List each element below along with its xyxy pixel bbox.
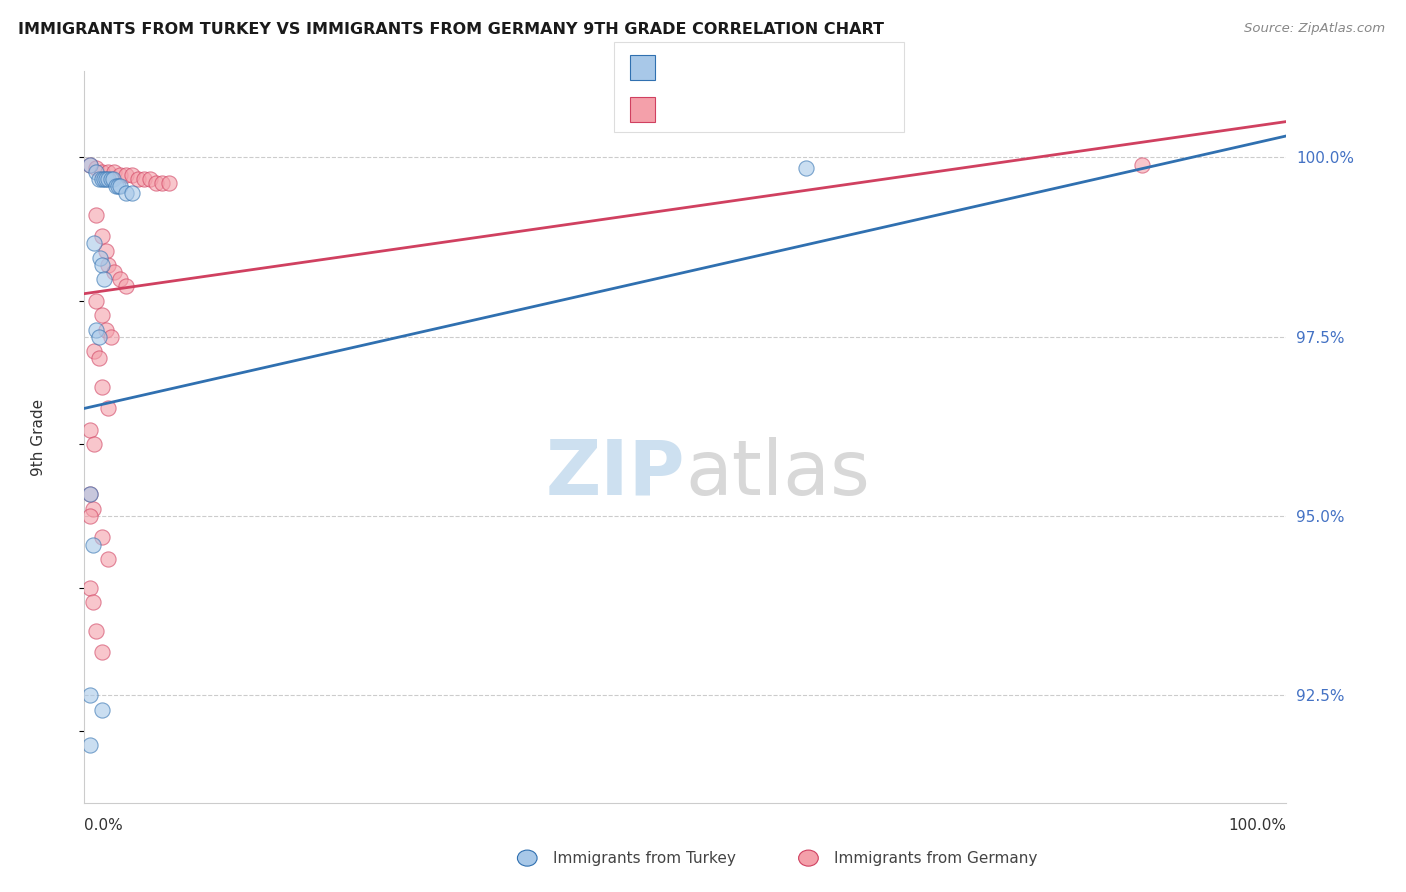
- Point: [91, 645, 114, 659]
- Point: [79, 423, 101, 437]
- Point: [89, 251, 111, 265]
- Point: [94, 244, 117, 258]
- Text: R = 0.423   N = 42: R = 0.423 N = 42: [664, 103, 820, 117]
- Point: [86, 165, 108, 179]
- Point: [87, 351, 110, 366]
- Point: [139, 172, 162, 186]
- Point: [94, 322, 117, 336]
- Point: [82, 538, 104, 552]
- Point: [103, 265, 125, 279]
- Point: [91, 531, 114, 545]
- Point: [97, 401, 120, 416]
- Point: [79, 508, 101, 523]
- Point: [83, 344, 105, 359]
- Point: [91, 308, 114, 322]
- Text: 0.0%: 0.0%: [84, 818, 124, 832]
- Point: [79, 739, 101, 753]
- Point: [115, 169, 138, 183]
- Text: ZIP: ZIP: [546, 437, 686, 510]
- Point: [91, 172, 114, 186]
- Point: [115, 279, 138, 293]
- Point: [82, 501, 104, 516]
- Point: [86, 624, 108, 638]
- Point: [110, 272, 132, 286]
- Point: [86, 322, 108, 336]
- Point: [91, 702, 114, 716]
- Point: [1130, 158, 1153, 172]
- Point: [100, 172, 122, 186]
- Point: [97, 258, 120, 272]
- Point: [93, 272, 115, 286]
- Point: [79, 158, 101, 172]
- Point: [86, 208, 108, 222]
- Text: Source: ZipAtlas.com: Source: ZipAtlas.com: [1244, 22, 1385, 36]
- Point: [79, 158, 101, 172]
- Point: [134, 172, 156, 186]
- Point: [104, 179, 127, 194]
- Text: atlas: atlas: [686, 437, 870, 510]
- Point: [83, 236, 105, 251]
- Point: [79, 487, 101, 501]
- Point: [794, 161, 817, 176]
- Point: [91, 380, 114, 394]
- Point: [91, 229, 114, 244]
- Point: [97, 165, 120, 179]
- Point: [115, 186, 138, 201]
- Point: [94, 172, 117, 186]
- Point: [82, 595, 104, 609]
- Point: [93, 172, 115, 186]
- Point: [157, 176, 180, 190]
- Point: [79, 487, 101, 501]
- Point: [83, 437, 105, 451]
- Point: [107, 179, 129, 194]
- Point: [127, 172, 149, 186]
- Point: [86, 161, 108, 176]
- Point: [91, 258, 114, 272]
- Point: [121, 186, 143, 201]
- Text: IMMIGRANTS FROM TURKEY VS IMMIGRANTS FROM GERMANY 9TH GRADE CORRELATION CHART: IMMIGRANTS FROM TURKEY VS IMMIGRANTS FRO…: [18, 22, 884, 37]
- Text: 100.0%: 100.0%: [1229, 818, 1286, 832]
- Point: [110, 179, 132, 194]
- Text: Immigrants from Germany: Immigrants from Germany: [834, 851, 1038, 865]
- Point: [152, 176, 174, 190]
- Text: R = 0.397   N = 22: R = 0.397 N = 22: [664, 60, 820, 75]
- Point: [79, 581, 101, 595]
- Point: [91, 165, 114, 179]
- Text: 9th Grade: 9th Grade: [31, 399, 46, 475]
- Point: [103, 172, 125, 186]
- Point: [145, 176, 167, 190]
- Point: [87, 172, 110, 186]
- Point: [110, 169, 132, 183]
- Point: [100, 329, 122, 343]
- Point: [79, 688, 101, 702]
- Point: [121, 169, 143, 183]
- Point: [97, 552, 120, 566]
- Text: Immigrants from Turkey: Immigrants from Turkey: [553, 851, 735, 865]
- Point: [87, 329, 110, 343]
- Point: [97, 172, 120, 186]
- Point: [103, 165, 125, 179]
- Point: [86, 293, 108, 308]
